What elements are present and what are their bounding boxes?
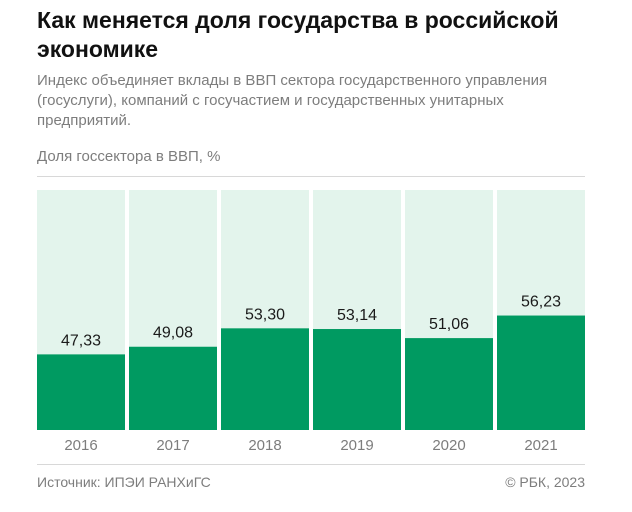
data-label-2016: 47,33	[61, 332, 101, 349]
data-label-2017: 49,08	[153, 325, 193, 342]
bar-2021	[497, 315, 585, 430]
footer-divider	[37, 464, 585, 465]
data-label-2018: 53,30	[245, 306, 285, 323]
x-tick-2017: 2017	[156, 437, 189, 454]
x-tick-2019: 2019	[340, 437, 373, 454]
data-label-2020: 51,06	[429, 316, 469, 333]
top-divider	[37, 176, 585, 177]
bar-2017	[129, 346, 217, 430]
chart-subtitle: Индекс объединяет вклады в ВВП сектора г…	[37, 72, 548, 129]
bar-2018	[221, 328, 309, 430]
x-tick-2016: 2016	[64, 437, 97, 454]
x-tick-2020: 2020	[432, 437, 465, 454]
x-tick-2021: 2021	[524, 437, 557, 454]
x-tick-2018: 2018	[248, 437, 281, 454]
data-label-2019: 53,14	[337, 307, 377, 324]
copyright-note: © РБК, 2023	[505, 474, 585, 490]
bar-2019	[313, 329, 401, 430]
chart-title: Как меняется доля государства в российск…	[37, 7, 559, 62]
bar-2020	[405, 338, 493, 430]
source-note: Источник: ИПЭИ РАНХиГС	[37, 474, 211, 490]
bar-2016	[37, 354, 125, 430]
y-axis-label: Доля госсектора в ВВП, %	[37, 148, 221, 165]
data-label-2021: 56,23	[521, 294, 561, 311]
bar-chart: 47,33 2016 49,08 2017 53,30 2018 53,14 2019 51,0…	[37, 190, 585, 454]
